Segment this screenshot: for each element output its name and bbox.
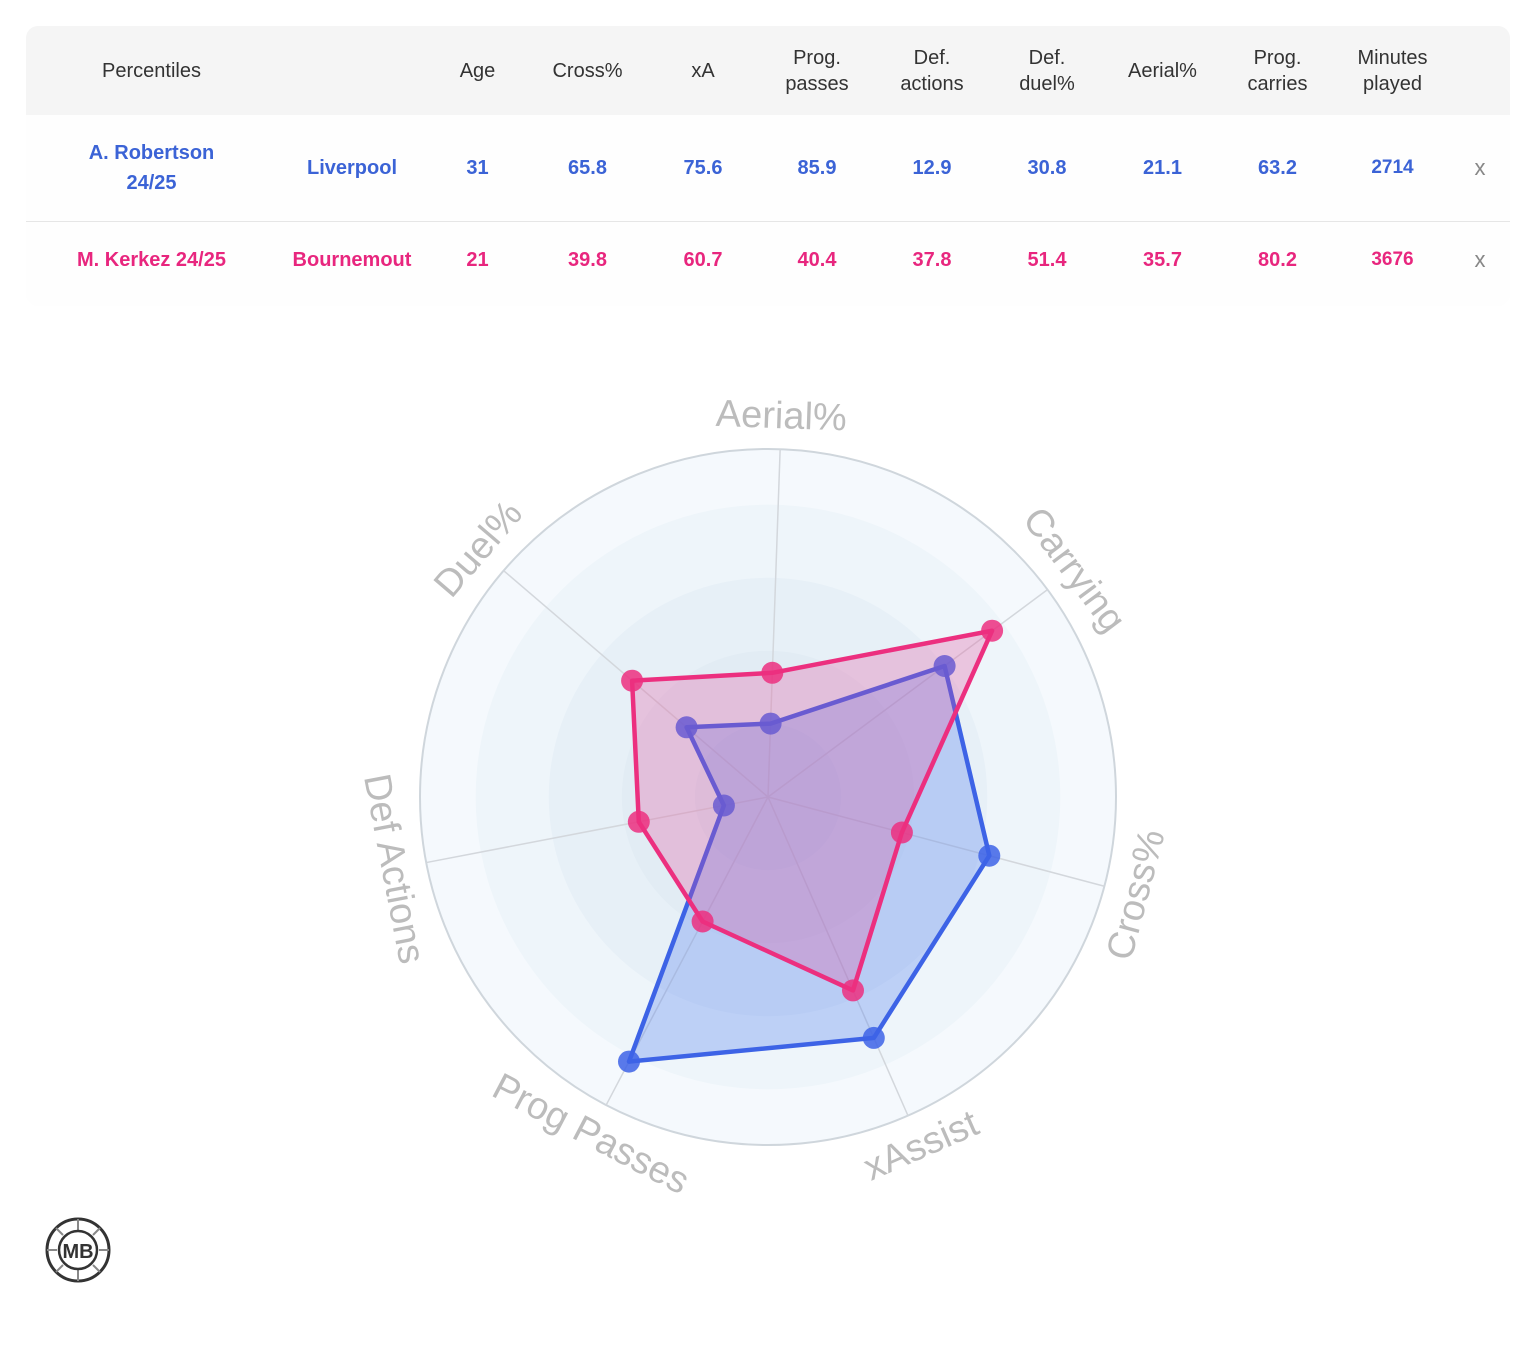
header-label: carries (1247, 72, 1308, 95)
remove-player-button[interactable]: x (1474, 246, 1486, 272)
header-def-duel[interactable]: Def. duel% (989, 26, 1105, 115)
axis-label: Aerial% (715, 393, 847, 440)
table-row: A. Robertson 24/25 Liverpool 31 65.8 75.6… (26, 115, 1510, 221)
header-def-actions[interactable]: Def. actions (875, 26, 989, 115)
cell-prog-carries: 63.2 (1258, 156, 1297, 179)
cell-minutes: 2714 (1371, 156, 1414, 178)
axis-label: Prog Passes (486, 1066, 696, 1203)
header-label: played (1363, 72, 1422, 95)
header-age[interactable]: Age (459, 59, 496, 82)
axis-label: xAssist (858, 1102, 985, 1189)
series-robertson (618, 655, 1001, 1073)
axis-label: Cross% (1099, 825, 1174, 964)
data-point[interactable] (627, 810, 650, 833)
logo-icon: MB (45, 1217, 111, 1283)
series-polygon (626, 663, 992, 1064)
grid-ring (420, 449, 1116, 1145)
series-kerkez (621, 619, 1004, 1002)
header-label: Prog. (793, 46, 841, 69)
axis-label: Def Actions (355, 770, 433, 967)
player-season-text: 24/25 (126, 171, 177, 194)
cell-def-duel: 30.8 (1027, 156, 1067, 179)
cell-minutes: 3676 (1371, 248, 1414, 270)
player-name[interactable]: M. Kerkez 24/25 (77, 248, 226, 271)
data-point[interactable] (712, 794, 735, 817)
axis-spoke (605, 796, 769, 1106)
header-label: actions (900, 72, 964, 95)
cell-age: 31 (466, 156, 489, 179)
radar-series (618, 619, 1004, 1073)
data-point[interactable] (981, 619, 1004, 642)
header-label: Minutes (1357, 46, 1428, 69)
header-label: duel% (1019, 72, 1075, 95)
data-point[interactable] (759, 712, 782, 735)
mb-logo: MB (44, 1216, 112, 1284)
cell-aerial: 35.7 (1143, 248, 1182, 271)
table-header-row: Percentiles Age Cross% xA Prog. passes De… (26, 26, 1510, 115)
data-point[interactable] (621, 669, 644, 692)
player-name[interactable]: A. Robertson 24/25 (26, 115, 277, 221)
cell-xa: 60.7 (683, 248, 723, 271)
axis-spoke (503, 570, 769, 798)
grid-ring (621, 650, 915, 944)
radar-axis-labels: Aerial% Carrying Cross% xAssist Prog Passes D… (355, 393, 1174, 1203)
axis-spoke (767, 589, 1048, 798)
header-label: Def. (913, 46, 951, 69)
data-point[interactable] (618, 1050, 640, 1073)
data-point[interactable] (933, 655, 956, 677)
cell-cross: 65.8 (568, 156, 607, 179)
remove-player-button[interactable]: x (1474, 154, 1486, 180)
axis-spoke (426, 796, 769, 864)
axis-spoke (767, 449, 781, 798)
cell-cross: 39.8 (568, 248, 607, 271)
header-label: Prog. (1253, 46, 1302, 69)
grid-ring (694, 723, 842, 871)
cell-prog-carries: 80.2 (1258, 248, 1297, 271)
header-prog-passes[interactable]: Prog. passes (759, 26, 875, 115)
grid-ring (475, 504, 1061, 1090)
header-cross[interactable]: Cross% (552, 59, 623, 82)
data-point[interactable] (691, 910, 714, 933)
header-percentiles: Percentiles (102, 59, 201, 82)
data-point[interactable] (761, 661, 784, 684)
header-xa[interactable]: xA (691, 59, 715, 82)
header-label: Def. (1028, 46, 1066, 69)
cell-def-duel: 51.4 (1027, 248, 1067, 271)
axis-label: Carrying (1014, 500, 1133, 640)
data-point[interactable] (862, 1026, 885, 1049)
grid-ring (548, 577, 988, 1017)
header-label: passes (785, 72, 849, 95)
cell-age: 21 (466, 248, 489, 271)
data-point[interactable] (890, 821, 913, 844)
data-point[interactable] (978, 844, 1001, 867)
axis-spoke (767, 796, 909, 1116)
cell-aerial: 21.1 (1143, 156, 1182, 179)
header-minutes[interactable]: Minutes played (1335, 26, 1450, 115)
table-row: M. Kerkez 24/25 Bournemout 21 39.8 60.7 … (26, 221, 1510, 298)
axis-spoke (767, 796, 1105, 887)
axis-label: Duel% (426, 493, 531, 605)
logo-text: MB (62, 1241, 93, 1263)
cell-def-actions: 12.9 (912, 156, 952, 179)
percentiles-table: Percentiles Age Cross% xA Prog. passes De… (26, 26, 1510, 298)
header-remove (1450, 26, 1510, 115)
outer-ring (419, 448, 1117, 1146)
player-name-text: A. Robertson (88, 141, 215, 164)
series-polygon (629, 628, 995, 993)
cell-def-actions: 37.8 (912, 248, 952, 271)
comparison-table-card: Percentiles Age Cross% xA Prog. passes De… (26, 26, 1510, 306)
header-team (277, 26, 427, 115)
team-name: Liverpool (306, 156, 397, 179)
cell-xa: 75.6 (683, 156, 723, 179)
data-point[interactable] (675, 716, 698, 739)
cell-prog-passes: 40.4 (797, 248, 837, 271)
cell-prog-passes: 85.9 (797, 156, 837, 179)
header-prog-carries[interactable]: Prog. carries (1220, 26, 1335, 115)
data-point[interactable] (842, 979, 864, 1002)
team-name: Bournemout (292, 248, 412, 271)
radar-grid (419, 448, 1117, 1146)
header-aerial[interactable]: Aerial% (1128, 59, 1197, 82)
